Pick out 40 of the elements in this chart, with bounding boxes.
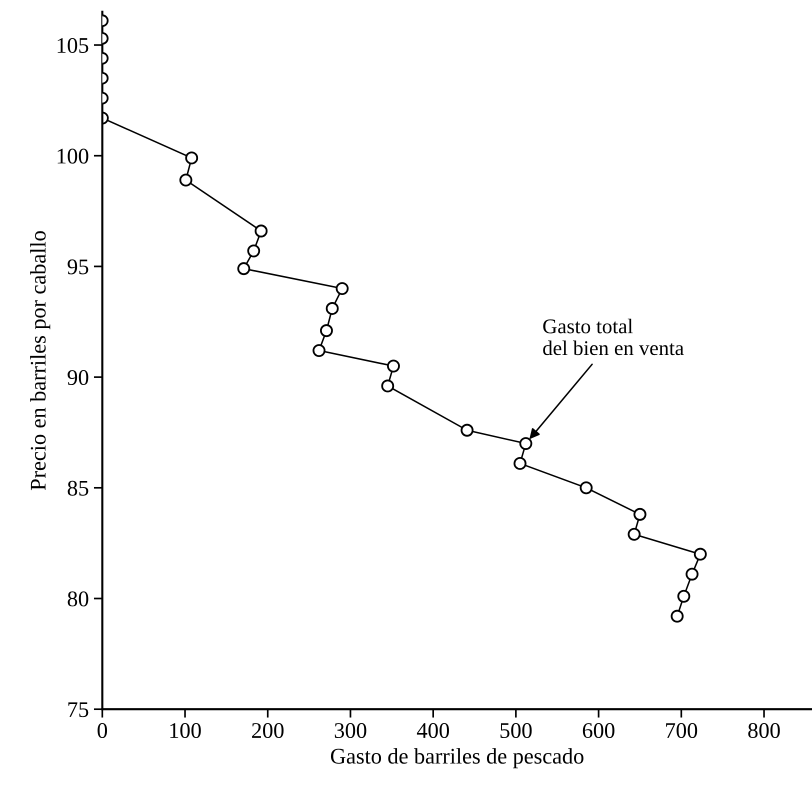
point: [326, 302, 339, 315]
point: [381, 380, 394, 392]
y-tick-label: 80: [68, 591, 88, 606]
x-tick-label: 300: [334, 723, 366, 738]
x-tick-label: 0: [98, 723, 108, 738]
point: [237, 262, 250, 276]
point: [185, 151, 198, 164]
point: [694, 548, 707, 561]
annotation: Gasto total del bien en venta: [543, 318, 684, 356]
y-tick-label: 90: [68, 370, 88, 386]
point: [387, 360, 400, 373]
point: [179, 174, 192, 187]
y-tick-label: 105: [58, 38, 88, 53]
point: [580, 481, 593, 494]
y-tick-label: 95: [68, 259, 88, 274]
point: [670, 610, 684, 623]
point: [460, 424, 474, 437]
point: [633, 508, 646, 521]
x-tick-label: 400: [416, 723, 449, 738]
point: [677, 590, 690, 603]
point: [336, 282, 349, 296]
x-tick-label: 700: [666, 723, 698, 738]
point: [312, 344, 326, 358]
point: [247, 244, 260, 258]
point: [320, 324, 333, 338]
x-tick-label: 800: [748, 723, 780, 738]
y-tick-label: 75: [68, 702, 88, 718]
y-axis-title: Precio en barriles por caballo: [30, 231, 50, 490]
point: [519, 437, 532, 450]
point: [254, 224, 268, 238]
x-tick-label: 100: [170, 723, 201, 738]
x-tick-label: 200: [252, 723, 284, 738]
y-tick-label: 85: [68, 480, 88, 496]
point: [686, 568, 699, 581]
y-tick-label: 100: [58, 148, 88, 164]
x-tick-label: 500: [500, 723, 532, 738]
x-axis-title: Gasto de barriles de pescado: [330, 748, 584, 768]
x-tick-label: 600: [582, 723, 614, 738]
point: [628, 528, 641, 541]
point: [514, 456, 526, 470]
